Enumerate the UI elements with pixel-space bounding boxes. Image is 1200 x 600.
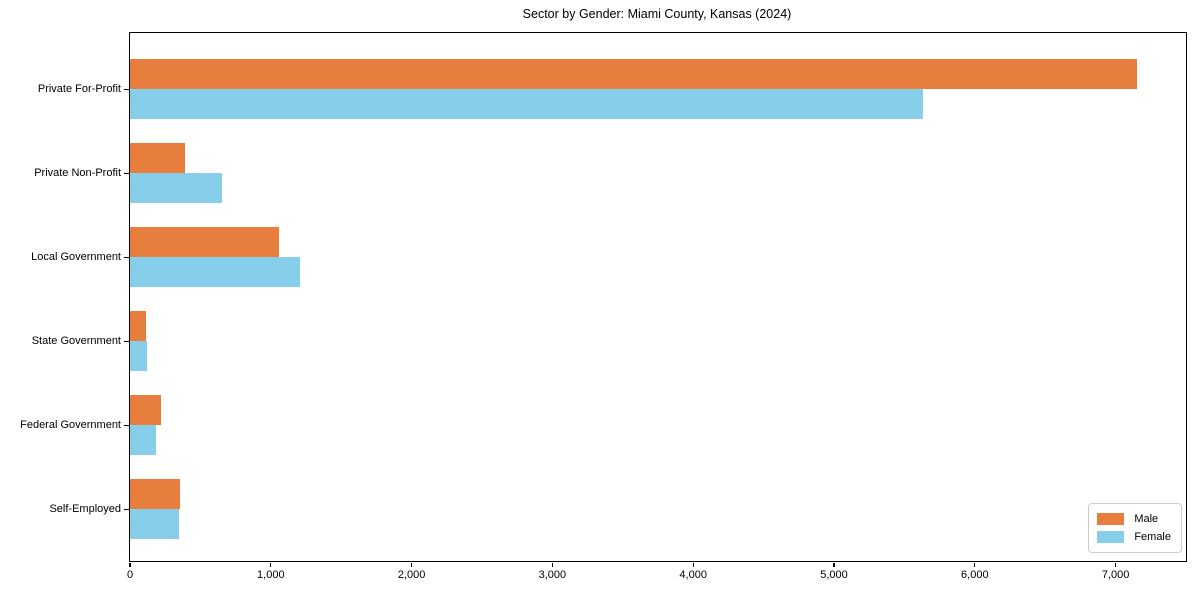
y-tick-mark-local-government: [124, 256, 129, 258]
legend-item-male: Male: [1097, 510, 1171, 528]
chart-title: Sector by Gender: Miami County, Kansas (…: [522, 7, 792, 21]
bar-female-private-non-profit: [130, 173, 222, 203]
y-tick-label-private-non-profit: Private Non-Profit: [34, 167, 121, 179]
bar-male-state-government: [130, 311, 147, 341]
y-tick-label-state-government: State Government: [31, 335, 121, 347]
x-tick-label-4000: 4,000: [679, 569, 707, 581]
x-tick-label-7000: 7,000: [1101, 569, 1130, 581]
bar-female-state-government: [130, 341, 147, 371]
legend-swatch-female: [1097, 531, 1125, 543]
plot-area: Private For-Profit Private Non-Profit Loca…: [20, 32, 1187, 581]
bar-female-self-employed: [130, 509, 180, 539]
y-tick-label-private-for-profit: Private For-Profit: [37, 83, 121, 95]
y-tick-mark-federal-government: [124, 424, 129, 426]
bar-female-federal-government: [130, 425, 157, 455]
y-tick-label-self-employed: Self-Employed: [49, 503, 121, 515]
x-tick-mark-5000: [833, 562, 835, 567]
x-tick-label-0: 0: [126, 569, 134, 581]
legend-item-female: Female: [1097, 528, 1171, 546]
y-tick-label-local-government: Local Government: [31, 251, 121, 263]
bar-male-private-for-profit: [130, 59, 1137, 89]
y-tick-mark-self-employed: [124, 508, 129, 510]
legend: Male Female: [1088, 503, 1182, 553]
x-tick-mark-4000: [692, 562, 694, 567]
legend-label-male: Male: [1134, 513, 1159, 525]
y-tick-mark-state-government: [124, 340, 129, 342]
y-tick-mark-private-for-profit: [124, 88, 129, 90]
legend-label-female: Female: [1134, 531, 1171, 543]
y-tick-label-federal-government: Federal Government: [20, 419, 121, 431]
x-tick-label-3000: 3,000: [538, 569, 567, 581]
x-tick-label-2000: 2,000: [397, 569, 426, 581]
x-tick-label-6000: 6,000: [961, 569, 989, 581]
y-tick-mark-private-non-profit: [124, 172, 129, 174]
x-tick-mark-1000: [270, 562, 272, 567]
bar-female-local-government: [130, 257, 301, 287]
x-tick-label-5000: 5,000: [820, 569, 848, 581]
x-tick-mark-2000: [411, 562, 413, 567]
bar-female-private-for-profit: [130, 89, 923, 119]
bar-male-local-government: [130, 227, 280, 257]
legend-swatch-male: [1097, 513, 1125, 525]
bar-male-private-non-profit: [130, 143, 185, 173]
bar-male-federal-government: [130, 395, 161, 425]
x-tick-mark-7000: [1115, 562, 1117, 567]
x-tick-label-1000: 1,000: [257, 569, 285, 581]
x-tick-mark-0: [129, 562, 131, 567]
x-tick-mark-6000: [974, 562, 976, 567]
bar-male-self-employed: [130, 479, 180, 509]
x-tick-mark-3000: [551, 562, 553, 567]
